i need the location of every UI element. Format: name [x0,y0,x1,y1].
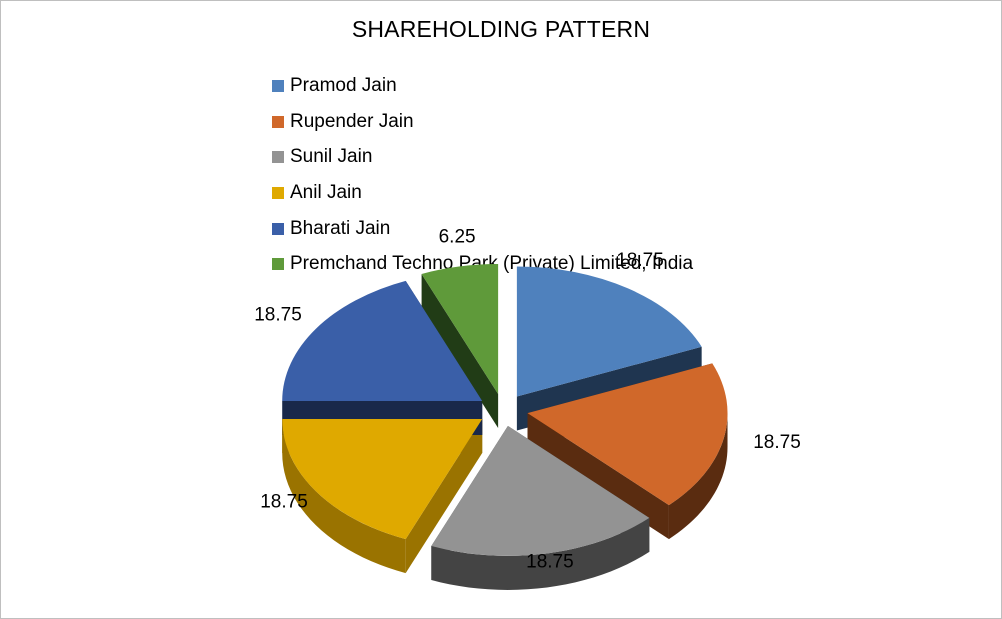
slice-data-label: 6.25 [439,227,476,248]
slice-data-label: 18.75 [254,305,302,326]
slice-data-label: 18.75 [616,250,664,271]
legend-label: Bharati Jain [290,217,391,239]
pie-slice-side [527,413,669,540]
pie-slice [421,264,499,395]
legend-item: Anil Jain [272,175,693,211]
slice-data-label: 18.75 [753,432,801,453]
legend-swatch [272,222,284,235]
legend-item: Pramod Jain [272,68,693,104]
pie-slice [431,425,650,556]
legend-item: Bharati Jain [272,211,693,247]
pie-slice [282,419,483,540]
legend-label: Sunil Jain [290,146,373,168]
legend-label: Pramod Jain [290,74,397,96]
legend-item: Premchand Techno Park (Private) Limited,… [272,246,693,282]
chart-title: SHAREHOLDING PATTERN [351,16,651,42]
pie-slice-rim [282,419,406,574]
pie-slice-rim [668,413,728,540]
legend-label: Rupender Jain [290,110,414,132]
legend-item: Sunil Jain [272,139,693,175]
legend-swatch [272,79,284,92]
legend-label: Anil Jain [290,181,362,203]
legend: Pramod Jain Rupender Jain Sunil Jain Ani… [272,68,693,282]
pie-slice [516,266,702,397]
legend-swatch [272,115,284,128]
slice-data-label: 18.75 [260,491,308,512]
legend-swatch [272,258,284,271]
pie-slice-side [405,419,483,574]
pie-slice [527,363,728,506]
legend-label: Premchand Techno Park (Private) Limited,… [290,253,694,275]
legend-item: Rupender Jain [272,104,693,140]
pie-slice [282,280,483,401]
legend-swatch [272,151,284,164]
legend-swatch [272,186,284,199]
pie-slice-rim [431,517,650,590]
pie-slice-side [421,273,499,429]
slice-data-label: 18.75 [526,551,574,572]
